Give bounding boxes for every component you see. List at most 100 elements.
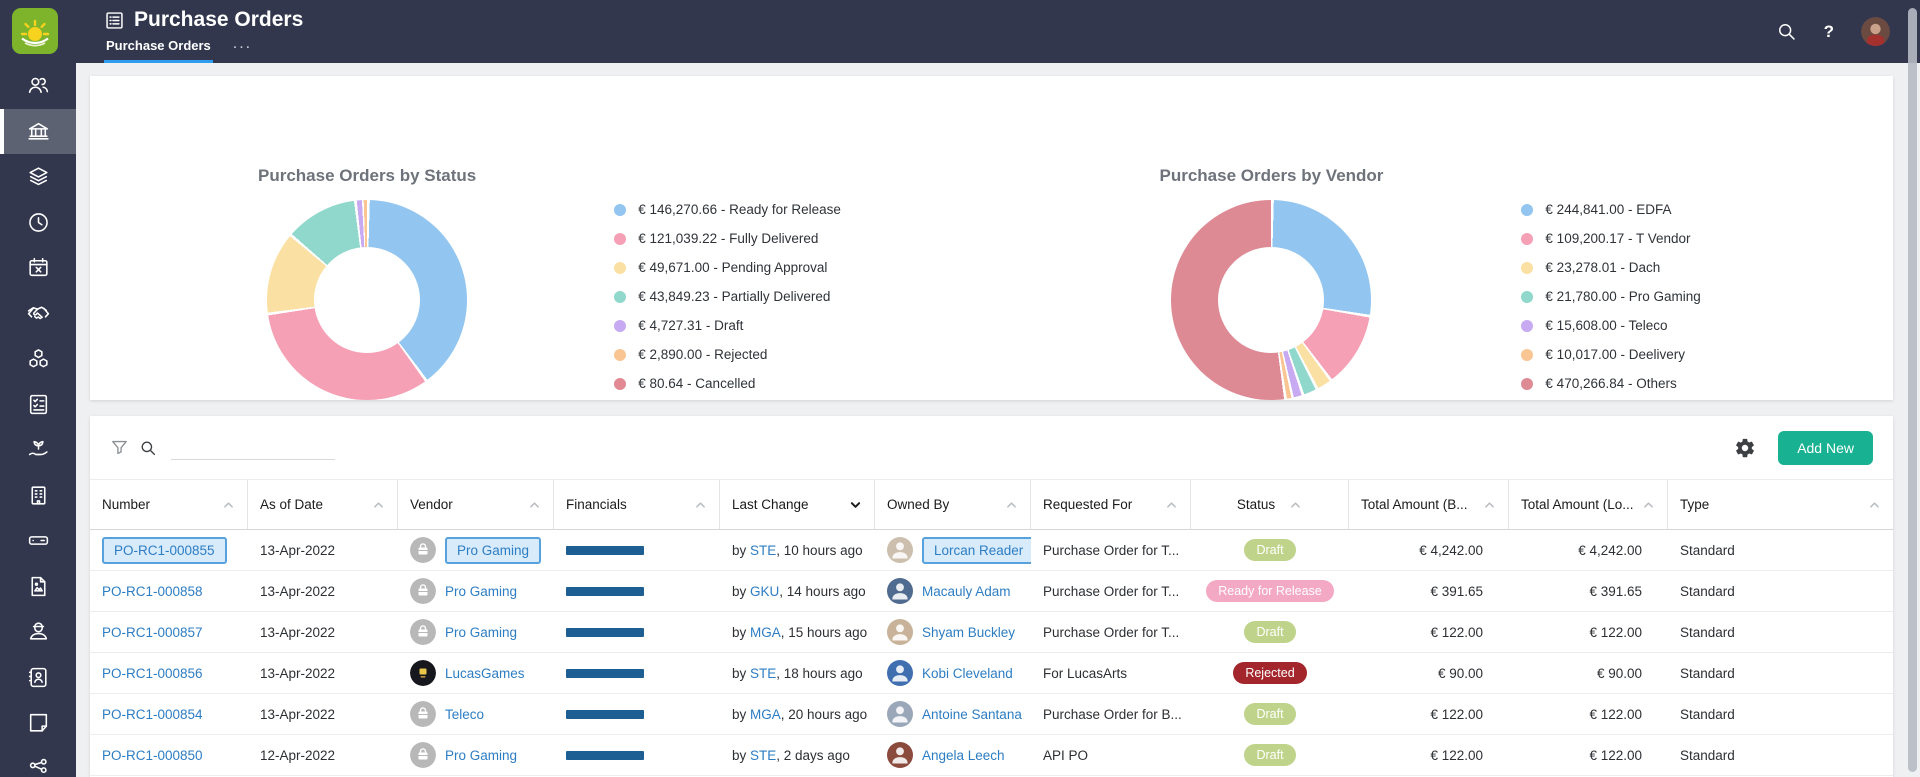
sort-desc-icon[interactable]	[849, 500, 862, 510]
last-change-user-link[interactable]: MGA	[750, 624, 781, 640]
sort-asc-icon[interactable]	[1868, 500, 1881, 510]
tab-purchase-orders[interactable]: Purchase Orders	[104, 38, 213, 63]
layers-icon	[28, 167, 48, 186]
donut-chart-vendor[interactable]	[1171, 200, 1372, 400]
sort-asc-icon[interactable]	[1642, 500, 1655, 510]
legend-item[interactable]: € 2,890.00 - Rejected	[614, 340, 841, 369]
vendor-link[interactable]: Pro Gaming	[445, 583, 518, 599]
owner-link[interactable]: Macauly Adam	[922, 583, 1011, 599]
column-header-as-of-date[interactable]: As of Date	[248, 480, 398, 529]
app-logo[interactable]	[12, 8, 58, 54]
sort-asc-icon[interactable]	[1165, 500, 1178, 510]
sort-asc-icon[interactable]	[1483, 500, 1496, 510]
legend-item[interactable]: € 21,780.00 - Pro Gaming	[1521, 282, 1701, 311]
sort-asc-icon[interactable]	[1005, 500, 1018, 510]
table-row[interactable]: PO-RC1-000856 13-Apr-2022 LucasGames by STE…	[90, 653, 1893, 694]
user-avatar[interactable]	[1861, 17, 1890, 46]
column-header-financials[interactable]: Financials	[554, 480, 720, 529]
sidebar-item-team[interactable]	[0, 63, 76, 109]
legend-item[interactable]: € 244,841.00 - EDFA	[1521, 195, 1700, 224]
donut-chart-status[interactable]	[267, 200, 468, 400]
column-header-last-change[interactable]: Last Change	[720, 480, 875, 529]
sort-asc-icon[interactable]	[1289, 500, 1302, 510]
filter-icon[interactable]	[110, 438, 129, 457]
sort-asc-icon[interactable]	[528, 500, 541, 510]
add-new-button[interactable]: Add New	[1778, 430, 1873, 465]
sidebar-item-notes[interactable]	[0, 700, 76, 746]
help-icon[interactable]: ?	[1823, 21, 1834, 41]
po-number-link[interactable]: PO-RC1-000854	[102, 706, 203, 722]
column-header-vendor[interactable]: Vendor	[398, 480, 554, 529]
sidebar-item-contacts[interactable]	[0, 655, 76, 701]
po-number-link[interactable]: PO-RC1-000857	[102, 624, 203, 640]
sort-asc-icon[interactable]	[222, 500, 235, 510]
table-row[interactable]: PO-RC1-000858 13-Apr-2022 Pro Gaming by GKU…	[90, 571, 1893, 612]
sidebar-item-report[interactable]	[0, 564, 76, 610]
sidebar-item-network[interactable]	[0, 746, 76, 777]
last-change-user-link[interactable]: MGA	[750, 706, 781, 722]
sidebar-item-checklist[interactable]	[0, 382, 76, 428]
table-row[interactable]: PO-RC1-000850 12-Apr-2022 Pro Gaming by STE…	[90, 735, 1893, 776]
owner-link[interactable]: Lorcan Reader	[922, 536, 1031, 564]
legend-item[interactable]: € 80.64 - Cancelled	[614, 369, 841, 398]
column-header-requested-for[interactable]: Requested For	[1031, 480, 1191, 529]
sidebar-item-layers[interactable]	[0, 154, 76, 200]
column-header-total-amount-lo[interactable]: Total Amount (Lo...	[1509, 480, 1668, 529]
legend-item[interactable]: € 23,278.01 - Dach	[1521, 253, 1700, 282]
table-row[interactable]: PO-RC1-000854 13-Apr-2022 Teleco by MGA, 20…	[90, 694, 1893, 735]
legend-item[interactable]: € 49,671.00 - Pending Approval	[614, 253, 841, 282]
sidebar-item-clock[interactable]	[0, 200, 76, 246]
legend-item[interactable]: € 15,608.00 - Teleco	[1521, 311, 1700, 340]
vendor-link[interactable]: Pro Gaming	[445, 624, 518, 640]
column-header-number[interactable]: Number	[90, 480, 248, 529]
legend-item[interactable]: € 109,200.17 - T Vendor	[1521, 224, 1700, 253]
last-change-user-link[interactable]: STE	[750, 542, 777, 558]
sidebar-item-calendar-cancel[interactable]	[0, 245, 76, 291]
cell-type: Standard	[1668, 735, 1893, 775]
sidebar-item-assets[interactable]	[0, 336, 76, 382]
sidebar-item-company[interactable]	[0, 473, 76, 519]
page-scrollbar[interactable]	[1908, 8, 1917, 772]
sidebar-item-storage[interactable]	[0, 518, 76, 564]
column-header-type[interactable]: Type	[1668, 480, 1893, 529]
legend-item[interactable]: € 43,849.23 - Partially Delivered	[614, 282, 841, 311]
vendor-link[interactable]: Pro Gaming	[445, 747, 518, 763]
owner-link[interactable]: Antoine Santana	[922, 706, 1022, 722]
column-header-total-amount-b[interactable]: Total Amount (B...	[1349, 480, 1509, 529]
po-number-link[interactable]: PO-RC1-000858	[102, 583, 203, 599]
sort-asc-icon[interactable]	[694, 500, 707, 510]
sidebar-item-agent[interactable]	[0, 609, 76, 655]
legend-color-dot	[1521, 348, 1534, 361]
last-change-user-link[interactable]: STE	[750, 747, 777, 763]
column-header-owned-by[interactable]: Owned By	[875, 480, 1031, 529]
sidebar-item-handshake[interactable]	[0, 291, 76, 337]
vendor-link[interactable]: Pro Gaming	[445, 536, 542, 564]
last-change-user-link[interactable]: STE	[750, 665, 777, 681]
table-row[interactable]: PO-RC1-000855 13-Apr-2022 Pro Gaming by STE…	[90, 530, 1893, 571]
po-number-link[interactable]: PO-RC1-000856	[102, 665, 203, 681]
legend-item[interactable]: € 4,727.31 - Draft	[614, 311, 841, 340]
po-number-link[interactable]: PO-RC1-000855	[102, 536, 227, 564]
table-search-input[interactable]	[171, 435, 335, 460]
owner-link[interactable]: Angela Leech	[922, 747, 1005, 763]
legend-item[interactable]: € 121,039.22 - Fully Delivered	[614, 224, 841, 253]
search-icon[interactable]	[1776, 21, 1797, 42]
sidebar-item-bank[interactable]	[0, 108, 76, 154]
column-header-status[interactable]: Status	[1191, 480, 1349, 529]
legend-item[interactable]: € 470,266.84 - Others	[1521, 369, 1700, 398]
last-change-user-link[interactable]: GKU	[750, 583, 780, 599]
sort-asc-icon[interactable]	[372, 500, 385, 510]
vendor-link[interactable]: LucasGames	[445, 665, 525, 681]
legend-item[interactable]: € 146,270.66 - Ready for Release	[614, 195, 841, 224]
legend-item[interactable]: € 10,017.00 - Deelivery	[1521, 340, 1700, 369]
owner-link[interactable]: Kobi Cleveland	[922, 665, 1013, 681]
page-title-icon	[104, 10, 125, 31]
settings-gear-icon[interactable]	[1734, 437, 1756, 459]
tab-overflow-menu[interactable]: ...	[232, 35, 253, 52]
sidebar-item-sustainability[interactable]	[0, 427, 76, 473]
owner-link[interactable]: Shyam Buckley	[922, 624, 1016, 640]
vendor-link[interactable]: Teleco	[445, 706, 485, 722]
po-number-link[interactable]: PO-RC1-000850	[102, 747, 203, 763]
table-search-icon[interactable]	[139, 439, 157, 457]
table-row[interactable]: PO-RC1-000857 13-Apr-2022 Pro Gaming by MGA…	[90, 612, 1893, 653]
